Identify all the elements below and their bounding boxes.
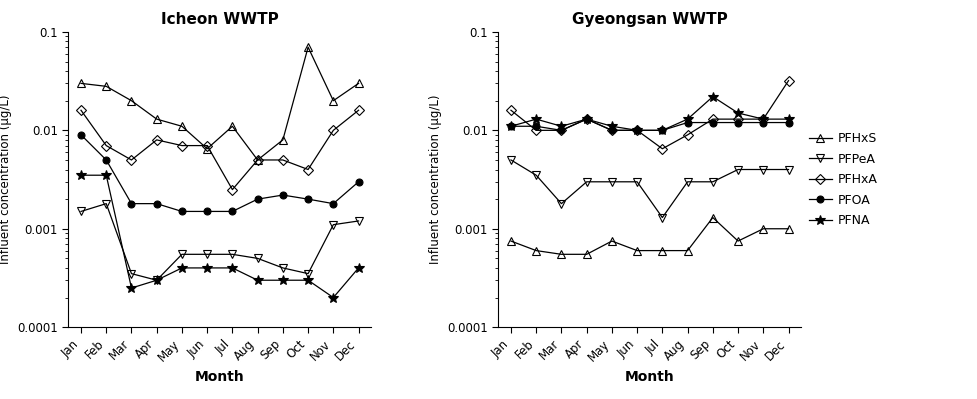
Title: Gyeongsan WWTP: Gyeongsan WWTP (572, 12, 728, 27)
X-axis label: Month: Month (625, 369, 675, 383)
Y-axis label: Influent concentration (μg/L): Influent concentration (μg/L) (0, 95, 12, 264)
Title: Icheon WWTP: Icheon WWTP (161, 12, 278, 27)
X-axis label: Month: Month (194, 369, 244, 383)
Y-axis label: Influent concentration (μg/L): Influent concentration (μg/L) (429, 95, 442, 264)
Legend: PFHxS, PFPeA, PFHxA, PFOA, PFNA: PFHxS, PFPeA, PFHxA, PFOA, PFNA (804, 127, 883, 232)
